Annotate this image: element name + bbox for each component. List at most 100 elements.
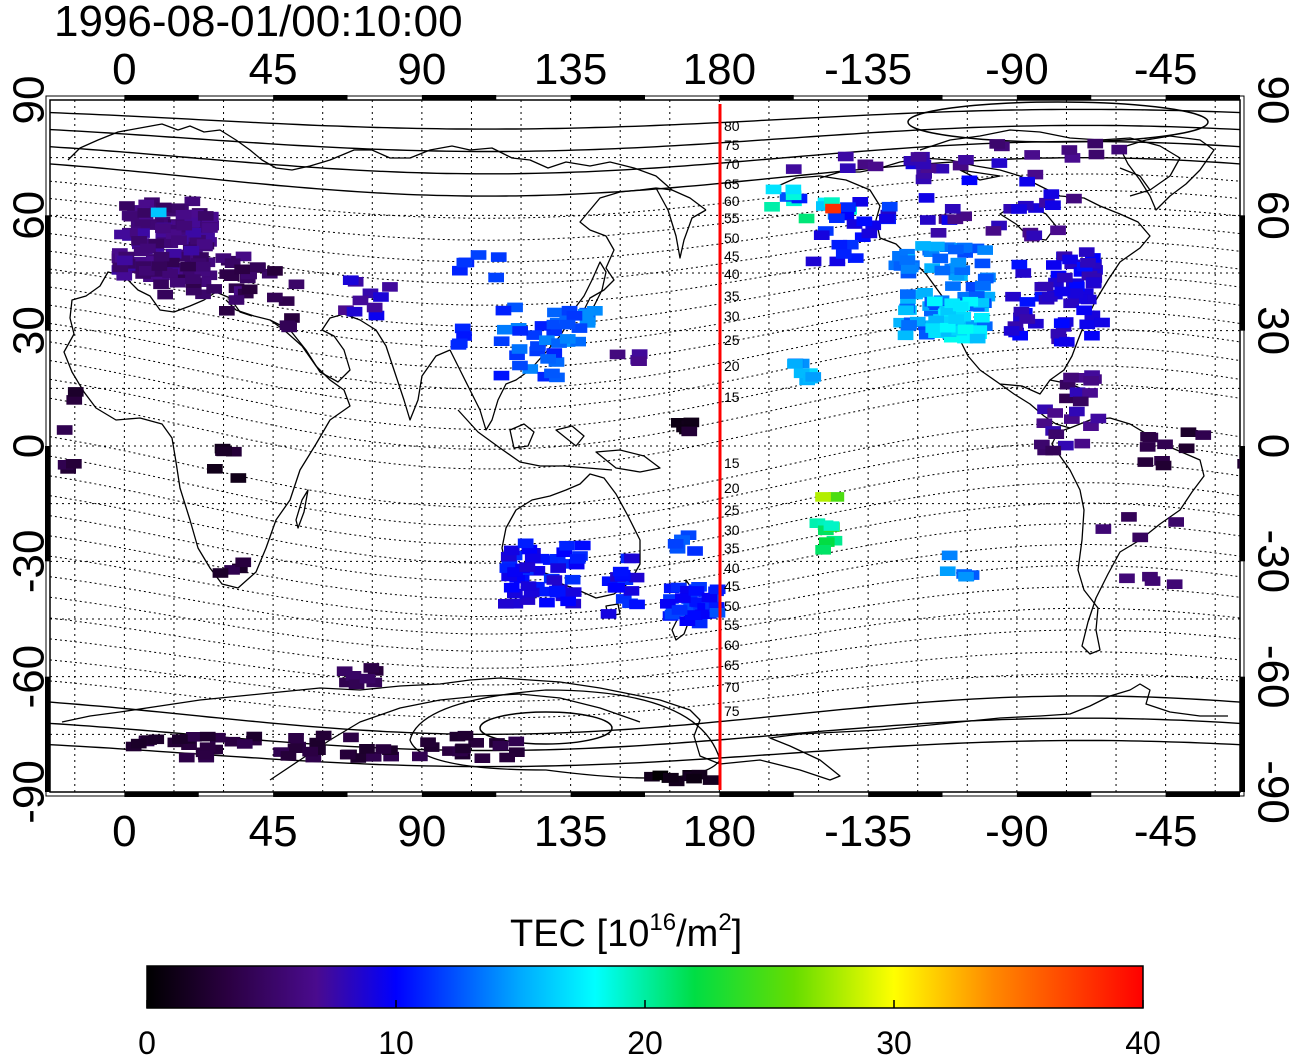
tec-cell bbox=[865, 220, 882, 231]
tec-cell bbox=[600, 609, 617, 619]
tec-cell bbox=[856, 216, 873, 227]
tec-cell bbox=[246, 731, 263, 742]
tec-cell bbox=[362, 288, 379, 299]
magnetic-latitude-label: 55 bbox=[724, 617, 740, 633]
tec-cell bbox=[1037, 445, 1053, 456]
tec-cell bbox=[1034, 439, 1050, 450]
tec-cell bbox=[1095, 524, 1112, 534]
tec-cell bbox=[1024, 150, 1040, 160]
coast-antarctica bbox=[61, 677, 1228, 781]
tec-cell bbox=[162, 268, 178, 279]
tec-cell bbox=[837, 151, 854, 162]
tec-cell bbox=[140, 243, 156, 254]
magnetic-latitude-contour bbox=[50, 190, 1240, 241]
tec-cell bbox=[815, 545, 831, 555]
tec-cell bbox=[117, 255, 133, 266]
tec-cell bbox=[348, 679, 365, 690]
tec-cell bbox=[540, 354, 556, 364]
tec-cell bbox=[456, 257, 473, 268]
tec-cell bbox=[852, 197, 869, 207]
tec-cell bbox=[56, 425, 73, 435]
tec-cell bbox=[1140, 432, 1156, 442]
tec-cell bbox=[879, 213, 895, 224]
tec-cell bbox=[148, 734, 165, 745]
tec-cell bbox=[137, 208, 154, 218]
magnetic-latitude-label: 75 bbox=[724, 137, 740, 153]
tec-cell bbox=[1019, 176, 1035, 187]
tec-cell bbox=[569, 554, 586, 564]
magnetic-latitude-contour bbox=[50, 310, 1240, 390]
magnetic-latitude-contour bbox=[50, 673, 1240, 719]
tec-cell bbox=[957, 248, 973, 258]
tec-cell bbox=[169, 203, 185, 213]
tec-cell bbox=[1011, 204, 1027, 214]
coast-africa bbox=[63, 299, 351, 589]
tec-cell bbox=[842, 239, 859, 250]
frame-bar-top bbox=[273, 95, 348, 100]
tec-cell bbox=[944, 204, 961, 214]
tec-cell bbox=[787, 359, 803, 369]
magnetic-latitude-contour bbox=[50, 365, 1240, 450]
tec-cell bbox=[916, 169, 932, 179]
tec-cell bbox=[1155, 460, 1172, 471]
tec-cell bbox=[343, 732, 359, 743]
tec-cell bbox=[695, 609, 711, 620]
tec-cell bbox=[519, 595, 536, 605]
magnetic-latitude-contour bbox=[50, 629, 1240, 686]
tec-cell bbox=[151, 261, 168, 271]
magnetic-latitude-contour bbox=[50, 384, 1240, 470]
tec-cell bbox=[1043, 189, 1060, 199]
tec-cell bbox=[172, 734, 188, 744]
tec-cell bbox=[923, 247, 940, 257]
frame-bar-bottom bbox=[421, 792, 497, 797]
south-magnetic-pole-contour bbox=[479, 711, 613, 745]
tec-cell bbox=[669, 544, 686, 554]
tec-cell bbox=[547, 307, 563, 318]
bottom-longitude-label: -90 bbox=[985, 807, 1049, 856]
magnetic-latitude-label: 35 bbox=[724, 540, 740, 556]
tec-cell bbox=[1084, 310, 1101, 321]
tec-cell bbox=[1239, 453, 1240, 464]
tec-cell bbox=[134, 228, 150, 238]
tec-cell bbox=[612, 566, 629, 577]
tec-cell bbox=[551, 338, 567, 348]
tec-cell bbox=[523, 587, 540, 598]
frame-bar-right bbox=[1240, 676, 1245, 792]
tec-cell bbox=[977, 273, 994, 284]
top-longitude-label: -135 bbox=[824, 45, 912, 94]
tec-cell bbox=[805, 256, 822, 267]
tec-cell bbox=[680, 585, 696, 596]
tec-cell bbox=[925, 323, 942, 333]
tec-cell bbox=[1064, 259, 1081, 270]
tec-cell bbox=[171, 235, 187, 245]
tec-cell bbox=[945, 281, 961, 291]
tec-cell bbox=[199, 731, 216, 742]
tec-cell bbox=[697, 603, 713, 613]
magnetic-latitude-contour bbox=[50, 328, 1240, 410]
tec-cell bbox=[503, 545, 520, 556]
tec-cell bbox=[556, 547, 573, 557]
tec-cell bbox=[1041, 292, 1058, 302]
tec-cell bbox=[509, 573, 526, 583]
tec-cell bbox=[412, 751, 428, 762]
tec-cell bbox=[1078, 247, 1095, 257]
tec-cell bbox=[155, 223, 171, 233]
magnetic-latitude-label: 35 bbox=[724, 288, 740, 304]
magnetic-latitude-contour bbox=[50, 565, 1240, 635]
tec-cell bbox=[1045, 445, 1062, 456]
coast-kamchatka bbox=[655, 187, 707, 259]
coast-indonesia bbox=[457, 409, 613, 471]
tec-cell bbox=[454, 323, 471, 334]
tec-cell bbox=[899, 255, 916, 265]
tec-cell bbox=[1076, 305, 1092, 316]
tec-cell bbox=[197, 211, 214, 221]
magnetic-latitude-label: 60 bbox=[724, 193, 740, 209]
tec-cell bbox=[521, 544, 538, 555]
tec-cell bbox=[338, 305, 354, 315]
tec-cell bbox=[215, 253, 232, 263]
tec-cell bbox=[57, 460, 74, 470]
tec-cell bbox=[548, 357, 565, 367]
north-magnetic-pole-contour bbox=[907, 101, 1209, 143]
tec-cell bbox=[688, 586, 705, 596]
tec-cell bbox=[1094, 317, 1110, 328]
